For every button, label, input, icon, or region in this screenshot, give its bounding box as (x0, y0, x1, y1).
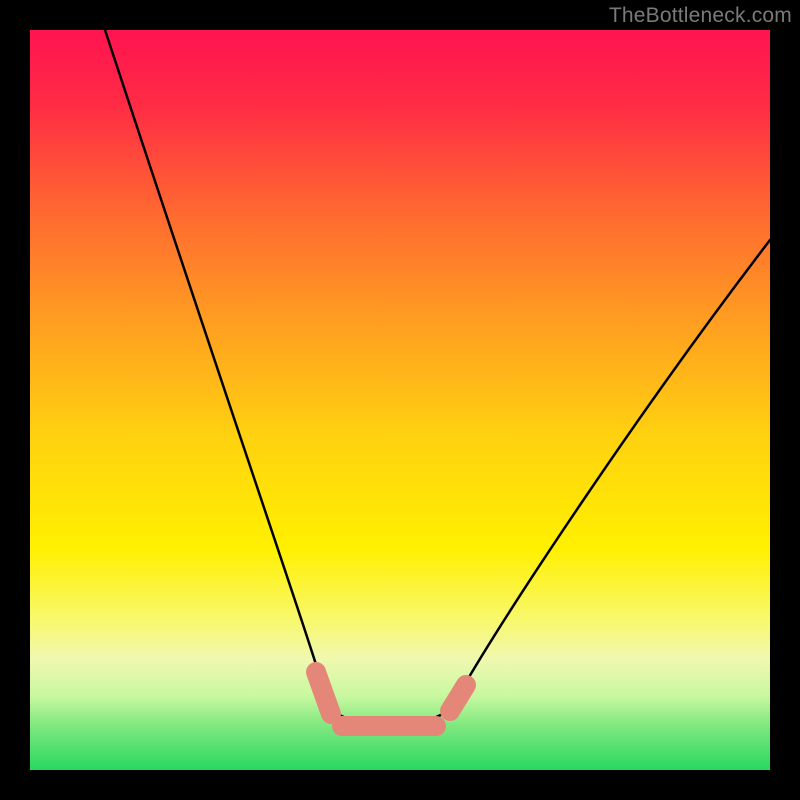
chart-canvas: TheBottleneck.com (0, 0, 800, 800)
watermark-text: TheBottleneck.com (609, 4, 792, 28)
marker-capsule-0 (316, 672, 331, 714)
bottleneck-curve (0, 0, 800, 800)
valley-curve-path (105, 30, 770, 728)
marker-capsule-2 (450, 685, 466, 711)
